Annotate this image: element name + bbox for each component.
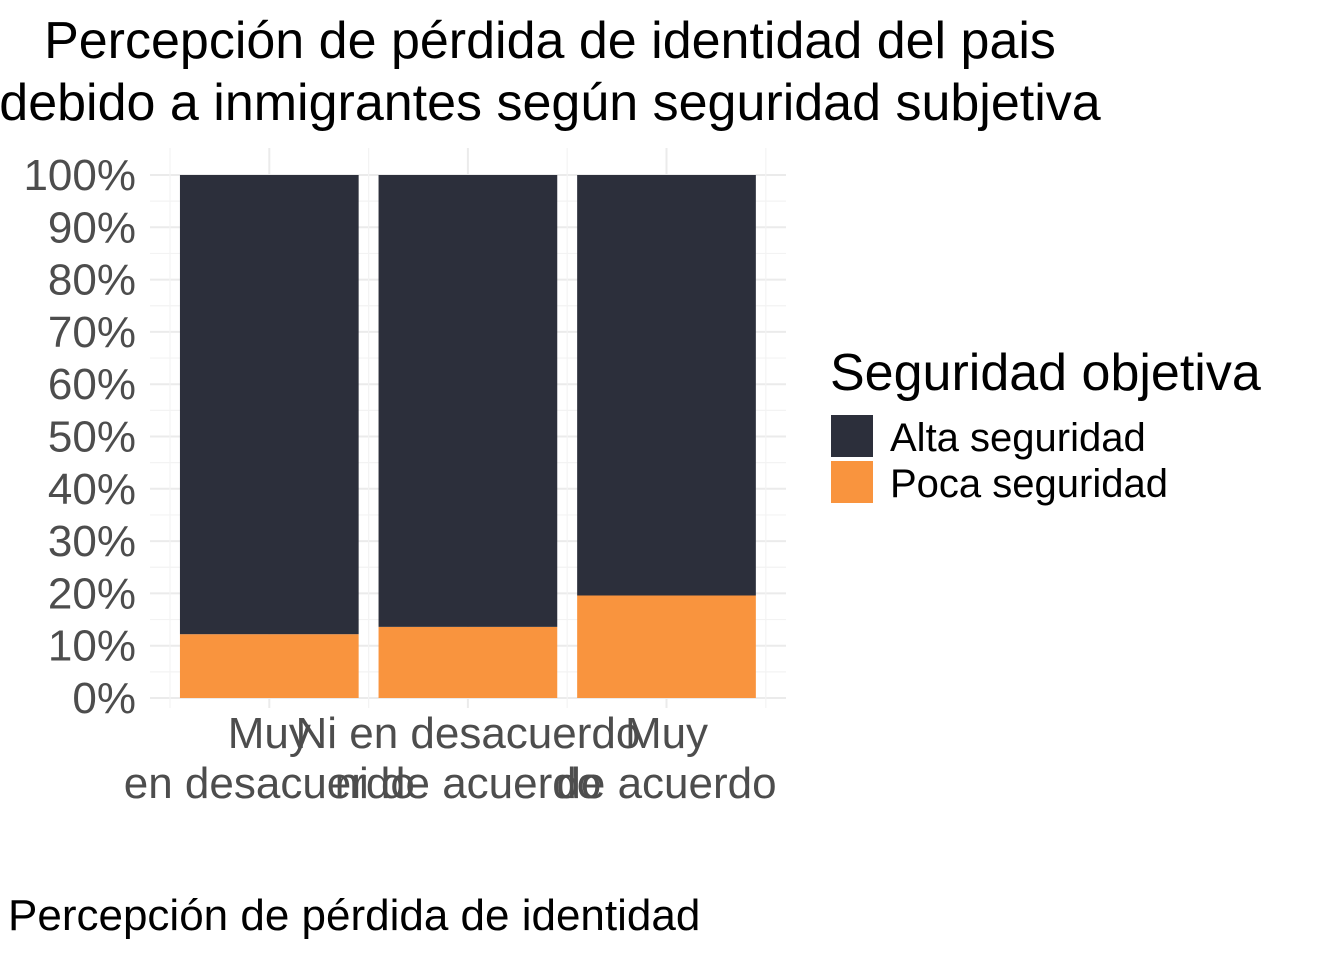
legend-key-alta-seguridad: [831, 415, 873, 457]
y-tick-label: 40%: [48, 465, 136, 514]
bar-segment-alta-seguridad-1: [378, 175, 558, 627]
x-tick-label: ni de acuerdo: [335, 759, 602, 808]
y-tick-label: 30%: [48, 517, 136, 566]
y-tick-label: 50%: [48, 413, 136, 462]
y-tick-label: 100%: [23, 151, 136, 200]
x-tick-label: de acuerdo: [556, 759, 776, 808]
chart-title-line-2: debido a inmigrantes según seguridad sub…: [0, 74, 1101, 132]
x-tick-label: Muy: [228, 709, 311, 758]
bars: [179, 175, 756, 698]
x-tick-label: en desacuerdo: [124, 759, 415, 808]
y-axis-tick-labels: 0% 10% 20% 30% 40% 50% 60% 70% 80% 90% 1…: [23, 151, 136, 723]
legend-title: Seguridad objetiva: [830, 344, 1261, 402]
y-tick-label: 0%: [72, 674, 136, 723]
y-tick-label: 90%: [48, 203, 136, 252]
legend-label-poca-seguridad: Poca seguridad: [890, 462, 1168, 506]
x-tick-label: Ni en desacuerdo: [295, 709, 640, 758]
legend-label-alta-seguridad: Alta seguridad: [890, 416, 1146, 460]
bar-segment-poca-seguridad-2: [577, 595, 756, 698]
legend: Seguridad objetiva Alta seguridad Poca s…: [830, 344, 1261, 506]
bar-segment-poca-seguridad-0: [179, 634, 359, 698]
x-axis-label: Percepción de pérdida de identidad: [8, 891, 700, 940]
x-axis-tick-labels: Muy en desacuerdo Ni en desacuerdo ni de…: [124, 709, 777, 808]
bar-segment-alta-seguridad-0: [179, 175, 359, 635]
y-tick-label: 80%: [48, 256, 136, 305]
x-tick-label: Muy: [625, 709, 708, 758]
bar-segment-alta-seguridad-2: [577, 175, 756, 596]
y-tick-label: 20%: [48, 569, 136, 618]
y-tick-label: 70%: [48, 308, 136, 357]
y-tick-label: 60%: [48, 360, 136, 409]
chart-title-line-1: Percepción de pérdida de identidad del p…: [44, 12, 1056, 70]
legend-key-poca-seguridad: [831, 461, 873, 503]
y-tick-label: 10%: [48, 622, 136, 671]
bar-segment-poca-seguridad-1: [378, 626, 558, 698]
